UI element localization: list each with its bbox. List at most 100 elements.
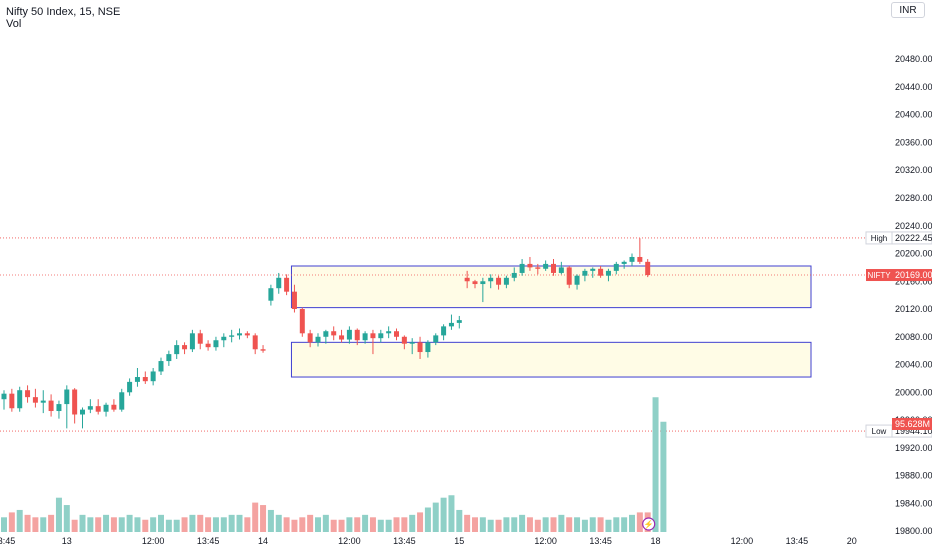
volume-bar (409, 514, 416, 532)
candle-body (142, 377, 148, 382)
volume-bar (95, 517, 102, 532)
volume-bar (134, 517, 141, 532)
volume-bar (165, 519, 172, 532)
volume-bar (55, 497, 62, 532)
candle-body (519, 263, 525, 273)
candle-body (629, 256, 635, 262)
volume-bar (330, 519, 337, 532)
volume-bar (126, 514, 133, 532)
volume-bar (534, 519, 541, 532)
candle-body (268, 288, 274, 301)
volume-bar (212, 517, 219, 532)
volume-bar (558, 514, 565, 532)
volume-bar (574, 517, 581, 532)
candle-body (480, 281, 486, 285)
volume-bar (629, 514, 635, 532)
candle-body (103, 404, 109, 412)
candle-body (237, 333, 242, 336)
time-tick-label: 13 (62, 536, 72, 546)
low-price-tag-value: 19944.10 (895, 426, 932, 436)
time-tick-label: 12:00 (534, 536, 557, 546)
time-tick-label: 12:00 (142, 536, 165, 546)
candle-body (87, 406, 93, 410)
price-tick-label: 20280.00 (895, 193, 932, 203)
volume-bar (315, 517, 321, 532)
price-tick-label: 20400.00 (895, 110, 932, 120)
price-tick-label: 20160.00 (895, 276, 932, 286)
candle-body (299, 309, 305, 334)
volume-bar (110, 517, 117, 532)
candle-body (134, 377, 140, 382)
candle-body (417, 342, 423, 353)
time-tick-label: 18 (651, 536, 661, 546)
high-low-lines (0, 237, 867, 432)
volume-bar (322, 514, 329, 532)
volume-bar (197, 514, 204, 532)
volume-bar (283, 517, 290, 532)
candle-body (189, 333, 195, 350)
volume-bar (495, 519, 502, 532)
volume-indicator-label[interactable]: Vol (6, 18, 22, 30)
volume-bar (8, 512, 15, 532)
lightning-icon: ⚡ (644, 519, 654, 529)
candle-body (464, 277, 470, 282)
volume-bar (40, 517, 47, 532)
candle-body (488, 277, 494, 282)
price-tick-label: 19920.00 (895, 443, 932, 453)
candle-body (637, 256, 643, 262)
volume-bar (103, 514, 110, 532)
candle-body (95, 406, 101, 412)
price-tick-label: 19800.00 (895, 526, 932, 536)
volume-bar (32, 517, 39, 532)
time-tick-label: 13:45 (393, 536, 416, 546)
volume-bar (550, 517, 557, 532)
candle-body (64, 389, 70, 405)
zone-box-2 (290, 341, 812, 378)
volume-bar (118, 517, 125, 532)
candle-body (260, 349, 266, 351)
volume-bar (393, 517, 400, 532)
volume-bar (150, 517, 157, 532)
volume-bar (79, 514, 86, 532)
volume-bar (236, 514, 243, 532)
candle-body (503, 277, 509, 285)
candle-body (456, 320, 462, 323)
volume-bar (440, 497, 447, 532)
candle-body (527, 263, 533, 268)
volume-bar (652, 397, 659, 532)
volume-bar (448, 495, 455, 532)
currency-button[interactable]: INR (891, 2, 925, 18)
candle-body (80, 409, 85, 415)
volume-bar (244, 517, 251, 532)
volume-bar (636, 512, 643, 532)
candle-body (621, 261, 627, 264)
volume-bar (369, 517, 376, 532)
candle-body (315, 336, 321, 343)
volume-layer (1, 397, 667, 532)
candle-body (574, 275, 580, 285)
zones-layer (290, 265, 812, 378)
last-price-tag-value-box (892, 269, 932, 282)
volume-bar (291, 519, 298, 532)
candle-body (32, 397, 38, 403)
price-tick-label: 20200.00 (895, 249, 932, 259)
volume-bar (158, 514, 164, 532)
volume-bar (354, 517, 361, 532)
volume-bar (252, 502, 259, 532)
candle-body (284, 277, 290, 292)
candle-body (362, 333, 368, 341)
volume-bar (338, 519, 345, 532)
price-tick-label: 20240.00 (895, 221, 932, 231)
candle-body (566, 267, 572, 285)
time-tick-label: 12:00 (338, 536, 361, 546)
volume-bar (464, 514, 471, 532)
volume-bar (605, 519, 612, 532)
symbol-title[interactable]: Nifty 50 Index, 15, NSE (6, 6, 121, 18)
candle-body (56, 404, 62, 412)
volume-bar (511, 517, 518, 532)
candle-body (386, 331, 392, 334)
volume-bar (87, 517, 94, 532)
high-price-tag-value-box (891, 231, 932, 245)
